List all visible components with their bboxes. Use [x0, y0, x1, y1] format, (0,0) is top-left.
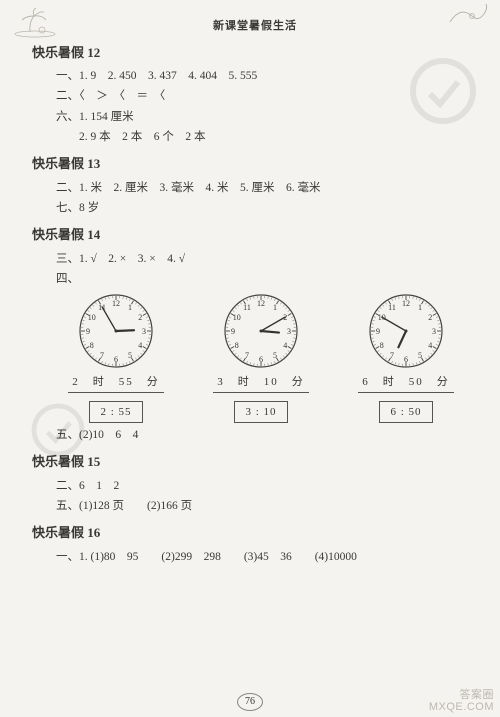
clocks-row: 123456789101112 2 时 55 分2 : 55 123456789…	[56, 292, 466, 423]
svg-text:1: 1	[273, 303, 277, 312]
clock-item: 123456789101112 2 时 55 分2 : 55	[56, 292, 176, 423]
svg-text:1: 1	[418, 303, 422, 312]
page: 新课堂暑假生活 快乐暑假 12 一、1. 9 2. 450 3. 437 4. 4…	[0, 0, 500, 579]
svg-text:9: 9	[86, 327, 90, 336]
section-title: 快乐暑假 12	[32, 43, 472, 63]
svg-text:10: 10	[88, 313, 96, 322]
svg-text:7: 7	[245, 351, 249, 360]
svg-text:9: 9	[376, 327, 380, 336]
answer-line: 二、1. 米 2. 厘米 3. 毫米 4. 米 5. 厘米 6. 毫米	[56, 180, 472, 197]
answer-line: 七、8 岁	[56, 200, 472, 217]
clock-face: 123456789101112	[222, 292, 300, 370]
palm-icon	[12, 6, 58, 38]
clock-item: 123456789101112 3 时 10 分3 : 10	[201, 292, 321, 423]
page-title: 新课堂暑假生活	[38, 18, 472, 35]
answer-line: 2. 9 本 2 本 6 个 2 本	[56, 129, 472, 146]
clock-face: 123456789101112	[367, 292, 445, 370]
watermark-top: 答案圈	[429, 689, 494, 701]
watermark: 答案圈 MXQE.COM	[429, 689, 494, 713]
svg-text:2: 2	[138, 313, 142, 322]
svg-text:1: 1	[128, 303, 132, 312]
svg-text:7: 7	[100, 351, 104, 360]
svg-text:3: 3	[142, 327, 146, 336]
svg-text:6: 6	[404, 355, 408, 364]
watermark-bottom: MXQE.COM	[429, 701, 494, 713]
clock-face: 123456789101112	[77, 292, 155, 370]
svg-text:8: 8	[90, 341, 94, 350]
swirl-icon	[448, 2, 490, 28]
svg-text:6: 6	[259, 355, 263, 364]
svg-text:12: 12	[402, 299, 410, 308]
svg-text:4: 4	[283, 341, 287, 350]
section-title: 快乐暑假 14	[32, 225, 472, 245]
answer-line: 一、1. (1)80 95 (2)299 298 (3)45 36 (4)100…	[56, 549, 472, 566]
svg-text:7: 7	[390, 351, 394, 360]
svg-text:8: 8	[380, 341, 384, 350]
clock-time-label: 2 时 55 分	[68, 374, 164, 393]
svg-text:5: 5	[273, 351, 277, 360]
section-title: 快乐暑假 15	[32, 452, 472, 472]
answer-line: 五、(1)128 页 (2)166 页	[56, 498, 472, 515]
answer-line: 四、	[56, 271, 472, 288]
svg-text:12: 12	[257, 299, 265, 308]
svg-text:10: 10	[233, 313, 241, 322]
answer-line: 二、6 1 2	[56, 478, 472, 495]
clock-digital: 3 : 10	[234, 401, 287, 424]
clock-item: 123456789101112 6 时 50 分6 : 50	[346, 292, 466, 423]
svg-text:2: 2	[428, 313, 432, 322]
answer-line: 二、〈 ＞ 〈 ＝ 〈	[56, 88, 472, 105]
svg-text:3: 3	[432, 327, 436, 336]
content-body: 快乐暑假 12一、1. 9 2. 450 3. 437 4. 404 5. 55…	[38, 43, 472, 567]
svg-text:9: 9	[231, 327, 235, 336]
clock-time-label: 6 时 50 分	[358, 374, 454, 393]
svg-text:11: 11	[388, 303, 396, 312]
answer-line: 五、(2)10 6 4	[56, 427, 472, 444]
answer-line: 六、1. 154 厘米	[56, 109, 472, 126]
svg-text:4: 4	[428, 341, 432, 350]
answer-line: 三、1. √ 2. × 3. × 4. √	[56, 251, 472, 268]
section-title: 快乐暑假 16	[32, 523, 472, 543]
svg-text:5: 5	[418, 351, 422, 360]
clock-time-label: 3 时 10 分	[213, 374, 309, 393]
svg-text:11: 11	[243, 303, 251, 312]
svg-text:6: 6	[114, 355, 118, 364]
svg-text:3: 3	[287, 327, 291, 336]
clock-digital: 6 : 50	[379, 401, 432, 424]
section-title: 快乐暑假 13	[32, 154, 472, 174]
svg-text:5: 5	[128, 351, 132, 360]
page-number: 76	[237, 693, 263, 711]
svg-text:12: 12	[112, 299, 120, 308]
svg-text:4: 4	[138, 341, 142, 350]
clock-digital: 2 : 55	[89, 401, 142, 424]
svg-text:8: 8	[235, 341, 239, 350]
answer-line: 一、1. 9 2. 450 3. 437 4. 404 5. 555	[56, 68, 472, 85]
